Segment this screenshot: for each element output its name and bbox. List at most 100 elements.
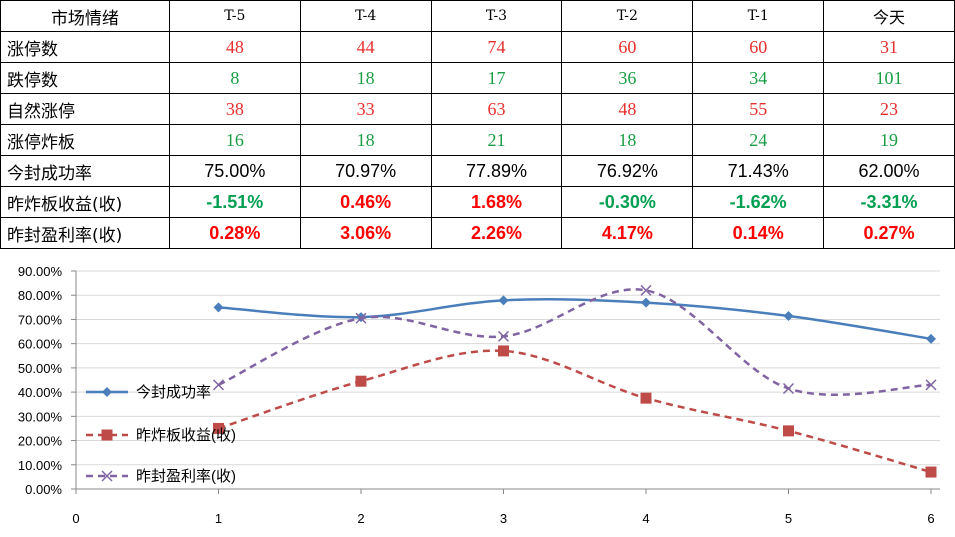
column-header: T-2 [561,0,694,32]
table-cell: 31 [823,31,955,63]
row-label: 涨停炸板 [0,124,170,156]
table-header-row: 市场情绪 T-5 T-4 T-3 T-2 T-1 今天 [0,0,955,32]
table-cell: 60 [692,31,825,63]
table-cell: 21 [430,124,563,156]
table-cell: 63 [430,93,563,125]
series-line [218,298,932,341]
data-point [925,466,937,478]
data-point [498,345,509,357]
series-line [218,349,932,474]
column-header: T-5 [168,0,301,32]
table-cell: 3.06% [299,217,432,249]
data-point [213,422,224,434]
data-point [783,425,794,437]
column-header: T-4 [299,0,432,32]
y-tick-label: 70.00% [18,312,63,327]
chart-axes: 0.00% 10.00% 20.00% 30.00% 40.00% 50.00% 60.00… [18,264,940,526]
row-label: 跌停数 [0,62,170,94]
data-point [101,429,113,441]
table-cell: 18 [299,62,432,94]
table-cell: 48 [168,31,301,63]
table-cell: 2.26% [430,217,563,249]
table-cell: -1.62% [692,186,825,218]
market-sentiment-table: 市场情绪 T-5 T-4 T-3 T-2 T-1 今天 涨停数 48 44 74 60 60 31 跌停数 8… [0,0,955,249]
legend-label: 昨封盈利率(收) [136,468,236,485]
table-title: 市场情绪 [0,0,170,32]
table-row: 今封成功率 75.00% 70.97% 77.89% 76.92% 71.43% 62.00… [0,155,955,187]
column-header: T-3 [430,0,563,32]
table-row: 昨封盈利率(收) 0.28% 3.06% 2.26% 4.17% 0.14% 0.27% [0,217,955,249]
data-point [101,470,113,482]
y-tick-label: 60.00% [18,337,63,352]
row-label: 昨炸板收益(收) [0,186,170,218]
table-row: 自然涨停 38 33 63 48 55 23 [0,93,955,125]
table-cell: 18 [561,124,694,156]
table-cell: 62.00% [823,155,955,187]
data-point [355,375,367,387]
chart-gridlines [76,270,940,490]
table-cell: 16 [168,124,301,156]
table-cell: 1.68% [430,186,563,218]
row-label: 今封成功率 [0,155,170,187]
table-cell: 4.17% [561,217,694,249]
legend-item: 今封成功率 [86,384,211,401]
y-tick-label: 30.00% [18,409,63,424]
table-cell: 0.28% [168,217,301,249]
column-header: 今天 [823,0,955,32]
table-cell: 24 [692,124,825,156]
x-tick-label: 3 [500,511,507,526]
sentiment-line-chart: 0.00% 10.00% 20.00% 30.00% 40.00% 50.00% 60.00… [18,264,940,526]
table-cell: 38 [168,93,301,125]
table-cell: 17 [430,62,563,94]
table-cell: 77.89% [430,155,563,187]
series-line [217,288,932,396]
x-tick-label: 6 [927,511,934,526]
table-cell: 76.92% [561,155,694,187]
table-cell: 74 [430,31,563,63]
data-point [102,387,112,397]
table-row: 跌停数 8 18 17 36 34 101 [0,62,955,94]
table-cell: -0.30% [561,186,694,218]
chart-series [212,284,937,478]
x-tick-label: 0 [72,511,79,526]
table-cell: 34 [692,62,825,94]
data-point [925,379,937,391]
table-row: 涨停炸板 16 18 21 18 24 19 [0,124,955,156]
y-tick-label: 0.00% [25,482,62,497]
legend-label: 今封成功率 [136,384,211,401]
table-cell: 60 [561,31,694,63]
table-cell: 19 [823,124,955,156]
x-tick-label: 5 [785,511,792,526]
y-tick-label: 90.00% [18,264,63,279]
y-tick-label: 40.00% [18,385,63,400]
data-point [926,333,936,344]
column-header: T-1 [692,0,825,32]
table-cell: 18 [299,124,432,156]
y-tick-label: 80.00% [18,288,63,303]
table-cell: 0.46% [299,186,432,218]
data-point [640,392,652,404]
row-label: 自然涨停 [0,93,170,125]
table-cell: 0.27% [823,217,955,249]
y-tick-label: 20.00% [18,434,63,449]
legend-item: 昨炸板收益(收) [86,426,236,444]
table-row: 涨停数 48 44 74 60 60 31 [0,31,955,63]
data-point [213,302,224,313]
data-point [641,297,651,308]
table-cell: 70.97% [299,155,432,187]
table-cell: 75.00% [168,155,301,187]
table-cell: -1.51% [168,186,301,218]
table-cell: 36 [561,62,694,94]
legend-label: 昨炸板收益(收) [136,426,236,444]
table-cell: 71.43% [692,155,825,187]
data-point [498,295,509,306]
legend-item: 昨封盈利率(收) [86,468,236,485]
table-cell: 101 [823,62,955,94]
data-point [783,310,794,321]
data-point [640,284,652,296]
x-tick-label: 2 [357,511,364,526]
data-point [497,330,510,342]
table-cell: 33 [299,93,432,125]
table-cell: 23 [823,93,955,125]
